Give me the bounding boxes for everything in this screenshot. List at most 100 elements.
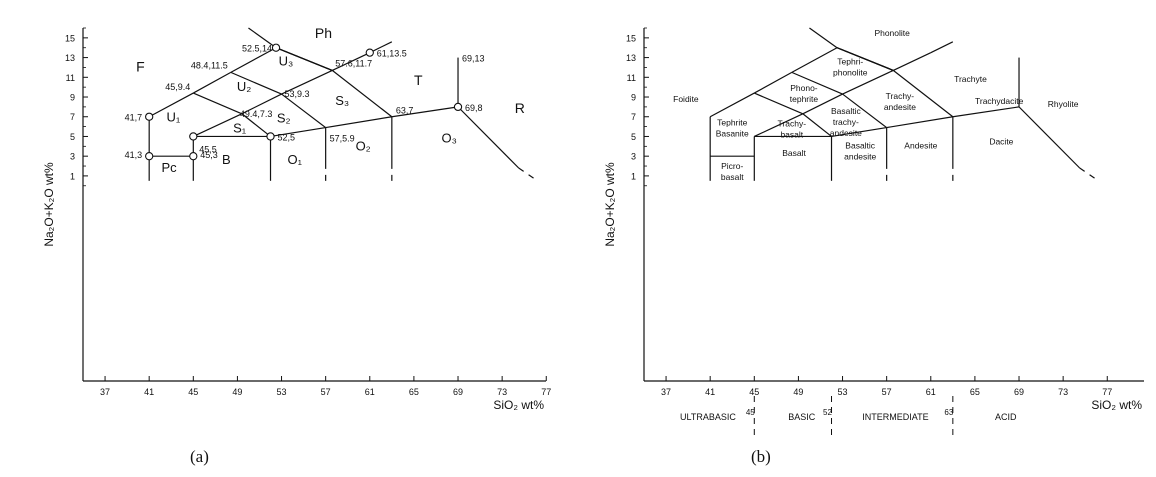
point-label: 63,7 — [396, 106, 414, 116]
field-boundary-line — [836, 47, 894, 71]
rock-name-line: Phono- — [790, 83, 818, 93]
x-tick-label: 53 — [277, 387, 287, 397]
field-boundary-line — [754, 113, 804, 138]
y-tick-label: 11 — [627, 73, 636, 83]
point-label: 53,9.3 — [285, 89, 310, 99]
point-label: 69,13 — [462, 54, 485, 64]
rock-name-line: Trachyte — [954, 74, 987, 84]
point-label: 61,13.5 — [377, 49, 407, 59]
y-tick-label: 13 — [65, 53, 75, 63]
x-tick-label: 73 — [1058, 387, 1068, 397]
rock-name-trachy-andesite: Trachy-andesite — [884, 91, 916, 112]
field-label-pc: Pc — [161, 160, 177, 175]
rock-name-tephrite-basanite: Tephrite Basanite — [716, 118, 749, 139]
field-boundary-line — [281, 93, 327, 129]
x-tick-label: 37 — [100, 387, 110, 397]
rock-name-picro-basalt: Picro-basalt — [721, 161, 744, 182]
y-tick-label: 9 — [631, 93, 636, 103]
class-label-intermediate: INTERMEDIATE — [862, 412, 928, 422]
y-tick-label: 15 — [65, 33, 75, 43]
rock-name-basaltic-andesite: Basaltic andesite — [844, 140, 876, 161]
class-boundary-label: 52 — [823, 408, 832, 417]
rock-name-trachy-basalt: Trachy-basalt — [778, 119, 807, 140]
point-label: 48.4,11.5 — [191, 60, 228, 70]
point-marker — [189, 132, 198, 141]
rock-name-basalt: Basalt — [782, 148, 806, 158]
rock-name-line: phonolite — [833, 67, 868, 77]
point-label: 57.6,11.7 — [335, 58, 372, 68]
rock-name-trachydacite: Trachydacite — [975, 96, 1024, 106]
rock-name-line: andesite — [884, 102, 916, 112]
field-boundary-line — [809, 27, 838, 49]
x-tick-label: 65 — [970, 387, 980, 397]
rock-name-line: Tephrite — [717, 118, 748, 128]
x-tick-label: 41 — [144, 387, 154, 397]
x-tick-label: 45 — [188, 387, 198, 397]
field-label-o: O₁ — [288, 152, 303, 167]
point-label: 52,5 — [278, 132, 296, 142]
field-label-f: F — [136, 58, 145, 74]
y-tick-label: 7 — [631, 112, 636, 122]
rock-name-foidite: Foidite — [673, 94, 699, 104]
field-boundary-line — [831, 126, 887, 138]
rock-name-dacite: Dacite — [989, 136, 1013, 146]
point-marker — [189, 152, 198, 161]
point-marker — [271, 43, 281, 52]
point-marker — [145, 152, 154, 161]
y-tick-label: 3 — [70, 152, 75, 162]
y-tick-label: 3 — [631, 152, 636, 162]
rock-name-line: Basalt — [782, 148, 806, 158]
field-boundary-line — [193, 71, 232, 94]
x-tick-label: 49 — [232, 387, 242, 397]
field-label-u: U₃ — [279, 53, 294, 68]
rock-name-basaltic-trachy-andesite: Basaltic trachy-andesite — [830, 106, 862, 138]
field-boundary-line — [241, 93, 282, 115]
point-label: 41,7 — [125, 113, 143, 123]
y-axis-label: Na₂O+K₂O wt% — [603, 162, 617, 247]
point-marker — [453, 102, 463, 112]
x-tick-label: 69 — [453, 387, 463, 397]
rock-name-line: tephrite — [790, 94, 819, 104]
x-tick-label: 57 — [882, 387, 892, 397]
field-label-u: U₂ — [237, 79, 251, 94]
x-tick-label: 49 — [793, 387, 803, 397]
rock-name-line: trachy- — [833, 117, 859, 127]
rock-name-line: Basaltic — [831, 106, 862, 116]
field-boundary-line — [241, 113, 271, 137]
y-tick-label: 13 — [626, 53, 636, 63]
y-axis-label: Na₂O+K₂O wt% — [42, 162, 56, 247]
x-tick-label: 61 — [926, 387, 936, 397]
class-label-acid: ACID — [995, 412, 1017, 422]
field-boundary-line — [325, 116, 392, 129]
rock-name-line: Basaltic — [845, 140, 876, 150]
field-boundary-line — [952, 106, 1020, 118]
x-tick-label: 77 — [1102, 387, 1112, 397]
y-tick-label: 7 — [70, 112, 75, 122]
rock-name-line: Basanite — [716, 129, 749, 139]
rock-name-tephri-phonolite: Tephri-phonolite — [833, 56, 868, 77]
field-boundary-line — [886, 116, 953, 129]
rock-name-line: Phonolite — [874, 28, 910, 38]
field-boundary-line — [709, 92, 755, 118]
caption-b: (b) — [751, 447, 771, 466]
point-label: 45,3 — [200, 150, 218, 160]
rock-name-andesite: Andesite — [904, 140, 937, 150]
rock-name-phono-tephrite: Phono-tephrite — [790, 83, 819, 104]
y-tick-label: 1 — [70, 171, 75, 181]
field-boundary-line — [754, 71, 793, 94]
field-label-o: O₂ — [356, 138, 371, 153]
class-label-ultrabasic: ULTRABASIC — [680, 412, 736, 422]
class-boundary-label: 45 — [746, 408, 755, 417]
field-boundary-dashed — [518, 167, 538, 182]
point-label: 52.5,14 — [242, 44, 272, 54]
x-tick-label: 61 — [365, 387, 375, 397]
rock-name-line: Trachy- — [778, 119, 807, 129]
rock-name-line: Trachy- — [886, 91, 915, 101]
field-label-u: U₁ — [167, 110, 181, 125]
field-boundary-line — [791, 71, 843, 95]
field-label-s: S₁ — [233, 121, 247, 136]
rock-name-line: basalt — [780, 130, 803, 140]
point-label: 57,5.9 — [330, 134, 355, 144]
rock-name-line: Dacite — [989, 136, 1013, 146]
field-boundary-line — [802, 93, 843, 115]
